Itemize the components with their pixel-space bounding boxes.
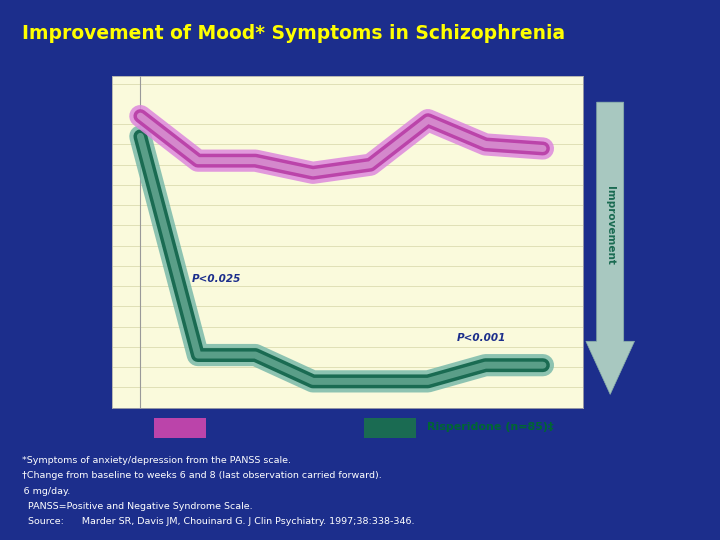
Text: Placebo (n=88): Placebo (n=88) [217, 422, 312, 432]
Text: *Symptoms of anxiety/depression from the PANSS scale.: *Symptoms of anxiety/depression from the… [22, 456, 291, 465]
FancyBboxPatch shape [364, 418, 416, 438]
Text: PANSS=Positive and Negative Syndrome Scale.: PANSS=Positive and Negative Syndrome Sca… [22, 502, 252, 511]
FancyBboxPatch shape [153, 418, 206, 438]
Text: Source:      Marder SR, Davis JM, Chouinard G. J Clin Psychiatry. 1997;38:338-34: Source: Marder SR, Davis JM, Chouinard G… [22, 517, 414, 526]
Text: Improvement of Mood* Symptoms in Schizophrenia: Improvement of Mood* Symptoms in Schizop… [22, 24, 564, 43]
Y-axis label: Mean PANSS change score†: Mean PANSS change score† [66, 167, 76, 316]
Text: P<0.025: P<0.025 [192, 274, 241, 284]
Polygon shape [586, 102, 634, 394]
Text: Improvement: Improvement [606, 186, 615, 265]
Text: Week: Week [50, 429, 86, 442]
Text: Risperidone (n=85)‡: Risperidone (n=85)‡ [427, 422, 554, 432]
Text: 6 mg/day.: 6 mg/day. [22, 487, 70, 496]
Text: P<0.001: P<0.001 [456, 333, 506, 343]
Text: †Change from baseline to weeks 6 and 8 (last observation carried forward).: †Change from baseline to weeks 6 and 8 (… [22, 471, 382, 481]
